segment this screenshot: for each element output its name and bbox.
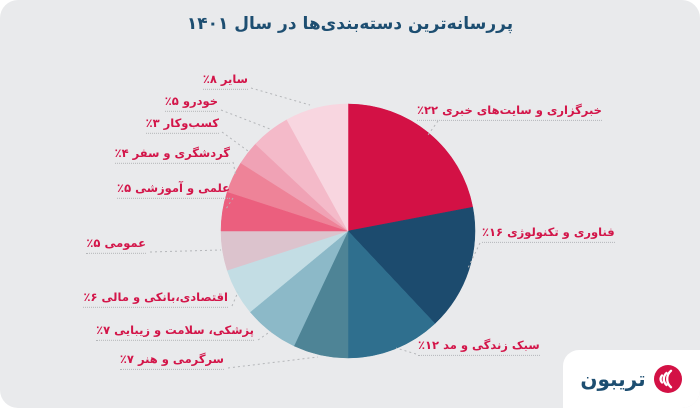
slice-label-percent: ٪۲۲ bbox=[417, 102, 439, 117]
slice-label-name: گردشگری و سفر bbox=[132, 145, 230, 160]
pie-slice-1 bbox=[347, 206, 476, 324]
slice-label-percent: ٪۷ bbox=[119, 351, 134, 366]
logo-card: تریبون bbox=[563, 350, 700, 408]
slice-label-name: سبک زندگی و مد bbox=[443, 337, 540, 352]
slice-label-percent: ٪۵ bbox=[117, 180, 132, 195]
leader-line-2 bbox=[395, 347, 417, 355]
leader-line-9 bbox=[221, 131, 249, 152]
triboon-logo-icon bbox=[653, 365, 682, 393]
slice-label-name: علمی و آموزشی bbox=[135, 180, 230, 195]
logo-text: تریبون bbox=[580, 367, 646, 391]
leader-line-11 bbox=[250, 87, 311, 106]
slice-label-name: سایر bbox=[220, 71, 248, 86]
slice-label-name: سرگرمی و هنر bbox=[137, 351, 224, 366]
slice-label-5: اقتصادی،بانکی و مالی ٪۶ bbox=[83, 289, 228, 309]
slice-label-0: خبرگزاری و سایت‌های خبری ٪۲۲ bbox=[417, 102, 602, 122]
slice-label-name: خودرو bbox=[182, 93, 218, 108]
slice-label-10: خودرو ٪۵ bbox=[164, 93, 218, 113]
slice-label-percent: ٪۳ bbox=[145, 115, 160, 130]
slice-label-name: فناوری و تکنولوژی bbox=[507, 224, 615, 239]
leader-line-3 bbox=[227, 356, 319, 369]
slice-label-percent: ٪۶ bbox=[83, 289, 98, 304]
slice-label-3: سرگرمی و هنر ٪۷ bbox=[119, 351, 224, 371]
leader-line-5 bbox=[231, 291, 239, 307]
leader-line-0 bbox=[427, 120, 439, 136]
slice-label-4: پزشکی، سلامت و زیبایی ٪۷ bbox=[96, 322, 254, 342]
slice-label-name: عمومی bbox=[104, 235, 146, 250]
pie-slice-11 bbox=[286, 103, 349, 232]
slice-label-percent: ٪۴ bbox=[114, 145, 129, 160]
leader-line-6 bbox=[149, 249, 222, 253]
slice-label-name: پزشکی، سلامت و زیبایی bbox=[114, 322, 254, 337]
slice-label-percent: ٪۵ bbox=[164, 93, 179, 108]
leader-line-10 bbox=[220, 109, 271, 130]
slice-label-1: فناوری و تکنولوژی ٪۱۶ bbox=[482, 224, 615, 244]
leader-line-8 bbox=[232, 161, 237, 177]
leader-line-7 bbox=[225, 197, 234, 210]
slice-label-name: اقتصادی،بانکی و مالی bbox=[101, 289, 228, 304]
slice-label-percent: ٪۱۲ bbox=[418, 337, 440, 352]
slice-label-9: کسب‌وکار ٪۳ bbox=[145, 115, 219, 135]
pie-slice-2 bbox=[347, 230, 436, 359]
leader-line-4 bbox=[257, 330, 272, 341]
slice-label-name: کسب‌وکار bbox=[163, 115, 219, 130]
slice-label-percent: ٪۱۶ bbox=[482, 224, 504, 239]
slice-label-percent: ٪۵ bbox=[86, 235, 101, 250]
slice-label-percent: ٪۸ bbox=[202, 71, 217, 86]
slice-label-percent: ٪۷ bbox=[96, 322, 111, 337]
slice-label-6: عمومی ٪۵ bbox=[86, 235, 146, 255]
slice-label-7: علمی و آموزشی ٪۵ bbox=[117, 180, 230, 200]
chart-title: پررسانه‌ترین دسته‌بندی‌ها در سال ۱۴۰۱ bbox=[186, 14, 514, 34]
slice-label-2: سبک زندگی و مد ٪۱۲ bbox=[418, 337, 540, 357]
slice-label-11: سایر ٪۸ bbox=[202, 71, 248, 91]
slice-label-name: خبرگزاری و سایت‌های خبری bbox=[442, 102, 602, 117]
slice-label-8: گردشگری و سفر ٪۴ bbox=[114, 145, 230, 165]
